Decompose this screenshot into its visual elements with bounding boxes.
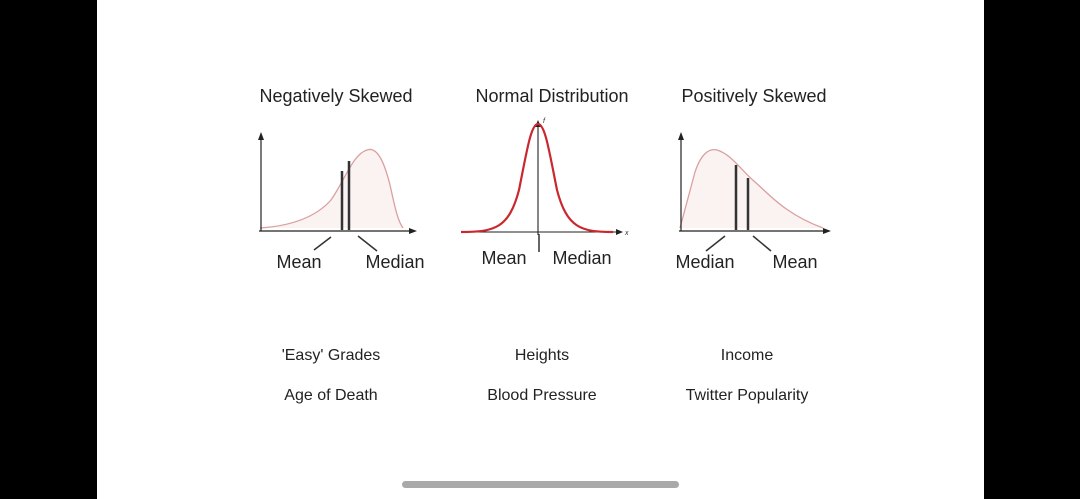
median-label: Median [552,248,611,268]
negatively-skewed-diagram: Mean Median [258,132,425,272]
negative-skew-curve [259,148,404,229]
example-age-of-death: Age of Death [284,387,378,404]
mean-pointer [313,236,332,251]
right-letterbox [984,0,1080,499]
y-axis-arrow [678,132,684,140]
title-normal-distribution: Normal Distribution [475,86,629,106]
x-axis-arrow [823,228,831,234]
normal-curve [460,122,614,234]
positive-skew-fill [680,149,823,228]
example-income: Income [720,347,774,364]
median-pointer [357,235,378,252]
positive-skew-curve [679,148,824,229]
median-label: Median [675,252,734,272]
example-blood-pressure: Blood Pressure [487,387,597,404]
median-label: Median [365,252,424,272]
y-axis-tag: f [543,118,546,125]
title-positively-skewed: Positively Skewed [681,86,827,106]
example-heights: Heights [514,347,570,364]
positively-skewed-diagram: Median Mean [675,132,831,272]
example-easy-grades: 'Easy' Grades [281,347,381,364]
mean-label: Mean [276,252,321,272]
home-indicator[interactable] [402,481,679,488]
mean-label: Mean [481,248,526,268]
median-pointer [705,235,726,252]
negative-skew-fill [260,149,403,228]
example-twitter-popularity: Twitter Popularity [685,387,809,404]
y-axis-arrow [258,132,264,140]
normal-distribution-diagram: f x Mean Median [460,118,629,268]
mean-pointer [752,235,772,252]
left-letterbox [0,0,97,499]
title-negatively-skewed: Negatively Skewed [259,86,413,106]
x-axis-tag: x [624,230,629,237]
x-axis-arrow [409,228,417,234]
slide [97,0,984,499]
x-axis-arrow [616,229,623,235]
mean-label: Mean [772,252,817,272]
